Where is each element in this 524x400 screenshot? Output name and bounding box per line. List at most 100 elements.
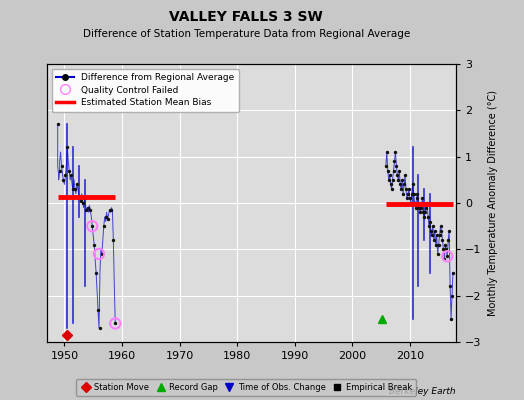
Point: [391, 149, 400, 155]
Point: [396, 181, 405, 188]
Point: [387, 181, 395, 188]
Point: [88, 223, 96, 229]
Point: [61, 172, 70, 178]
Point: [406, 195, 414, 202]
Point: [414, 200, 423, 206]
Point: [105, 207, 114, 213]
Point: [86, 207, 94, 213]
Point: [403, 195, 411, 202]
Point: [388, 177, 397, 183]
Point: [74, 195, 83, 202]
Point: [411, 204, 420, 211]
Point: [427, 228, 435, 234]
Point: [442, 246, 451, 252]
Point: [94, 306, 102, 313]
Point: [88, 223, 96, 229]
Point: [429, 223, 437, 229]
Point: [431, 228, 439, 234]
Point: [402, 186, 410, 192]
Point: [409, 190, 418, 197]
Point: [405, 186, 413, 192]
Point: [440, 255, 449, 262]
Legend: Difference from Regional Average, Quality Control Failed, Estimated Station Mean: Difference from Regional Average, Qualit…: [52, 68, 239, 112]
Point: [77, 198, 85, 204]
Point: [102, 214, 110, 220]
Point: [395, 167, 403, 174]
Point: [92, 269, 100, 276]
Point: [412, 195, 421, 202]
Point: [426, 218, 434, 225]
Point: [438, 237, 446, 243]
Point: [425, 223, 433, 229]
Point: [449, 269, 457, 276]
Point: [424, 214, 432, 220]
Point: [417, 204, 425, 211]
Point: [65, 167, 73, 174]
Point: [421, 209, 429, 216]
Point: [447, 316, 455, 322]
Point: [410, 200, 419, 206]
Point: [103, 216, 112, 222]
Point: [446, 283, 454, 290]
Point: [97, 251, 106, 257]
Point: [69, 186, 77, 192]
Point: [95, 251, 103, 257]
Point: [435, 232, 444, 239]
Point: [385, 177, 393, 183]
Point: [400, 181, 408, 188]
Point: [409, 181, 417, 188]
Point: [386, 172, 394, 178]
Point: [398, 177, 407, 183]
Point: [441, 242, 450, 248]
Text: Berkeley Earth: Berkeley Earth: [389, 387, 456, 396]
Point: [407, 200, 415, 206]
Point: [80, 195, 89, 202]
Point: [100, 223, 108, 229]
Point: [416, 209, 424, 216]
Point: [419, 209, 428, 216]
Point: [428, 232, 436, 239]
Point: [434, 242, 443, 248]
Point: [413, 190, 422, 197]
Point: [384, 167, 392, 174]
Point: [443, 253, 452, 260]
Point: [57, 163, 66, 169]
Point: [403, 190, 412, 197]
Point: [90, 242, 99, 248]
Y-axis label: Monthly Temperature Anomaly Difference (°C): Monthly Temperature Anomaly Difference (…: [488, 90, 498, 316]
Point: [436, 223, 445, 229]
Point: [438, 228, 446, 234]
Point: [383, 149, 391, 155]
Point: [389, 167, 398, 174]
Point: [390, 158, 399, 164]
Point: [397, 186, 406, 192]
Point: [408, 190, 416, 197]
Point: [107, 207, 116, 213]
Point: [79, 200, 87, 206]
Point: [399, 190, 407, 197]
Point: [422, 204, 430, 211]
Point: [401, 172, 409, 178]
Point: [448, 292, 456, 299]
Point: [393, 172, 401, 178]
Point: [444, 237, 452, 243]
Point: [56, 167, 64, 174]
Point: [111, 320, 119, 327]
Point: [59, 177, 68, 183]
Point: [443, 253, 452, 260]
Legend: Station Move, Record Gap, Time of Obs. Change, Empirical Break: Station Move, Record Gap, Time of Obs. C…: [77, 378, 416, 396]
Point: [439, 246, 447, 252]
Text: Difference of Station Temperature Data from Regional Average: Difference of Station Temperature Data f…: [83, 29, 410, 39]
Text: VALLEY FALLS 3 SW: VALLEY FALLS 3 SW: [169, 10, 323, 24]
Point: [432, 232, 441, 239]
Point: [387, 186, 396, 192]
Point: [418, 195, 427, 202]
Point: [111, 320, 119, 327]
Point: [73, 181, 81, 188]
Point: [423, 200, 431, 206]
Point: [63, 144, 71, 150]
Point: [432, 242, 440, 248]
Point: [420, 214, 429, 220]
Point: [415, 204, 423, 211]
Point: [392, 163, 401, 169]
